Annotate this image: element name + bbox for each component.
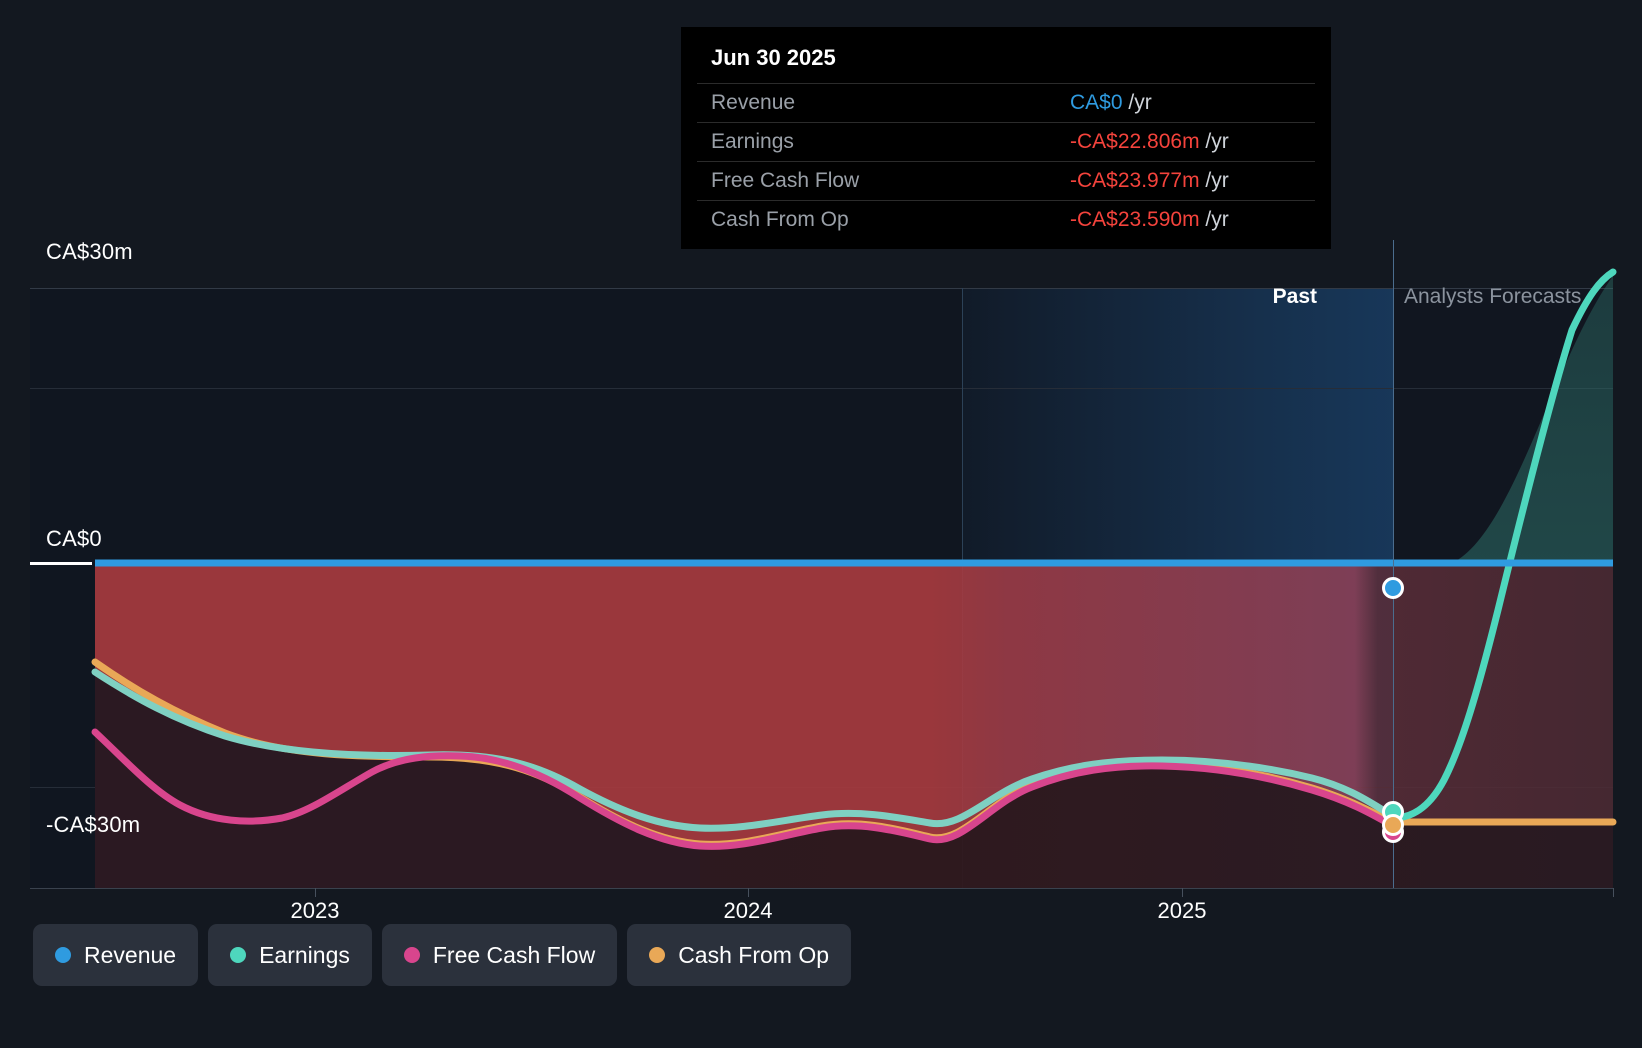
tooltip-row-value: -CA$23.977m /yr — [1056, 162, 1315, 201]
tooltip-row-value: CA$0 /yr — [1056, 84, 1315, 123]
tooltip-row-unit: /yr — [1199, 208, 1229, 231]
tooltip-row-unit: /yr — [1122, 91, 1152, 114]
legend-item-earnings[interactable]: Earnings — [208, 924, 372, 986]
legend-color-dot-icon — [55, 947, 71, 963]
y-axis-label-zero: CA$0 — [46, 526, 102, 551]
legend-item-label: Cash From Op — [678, 941, 830, 968]
marker-revenue[interactable] — [1382, 577, 1404, 599]
legend-color-dot-icon — [649, 947, 666, 963]
analysts-forecasts-label: Analysts Forecasts — [1404, 285, 1582, 308]
x-tick-2025 — [1182, 888, 1183, 897]
tooltip-row-amount: CA$0 — [1070, 91, 1123, 114]
x-axis-label-2025: 2025 — [1157, 898, 1207, 923]
zero-axis-stub — [30, 562, 92, 565]
x-axis-line — [30, 888, 1613, 889]
tooltip-row-label: Free Cash Flow — [711, 169, 860, 192]
legend-item-revenue[interactable]: Revenue — [33, 924, 199, 986]
y-axis-label-bottom: -CA$30m — [46, 812, 141, 837]
tooltip-row: Earnings -CA$22.806m /yr — [697, 122, 1315, 162]
past-forecast-divider — [1393, 240, 1394, 888]
tooltip-row: Free Cash Flow -CA$23.977m /yr — [697, 161, 1315, 201]
chart-legend: Revenue Earnings Free Cash Flow Cash From O… — [33, 924, 852, 986]
legend-color-dot-icon — [403, 947, 420, 963]
tooltip-row: Revenue CA$0 /yr — [697, 83, 1315, 123]
x-tick-end — [1613, 888, 1614, 897]
negative-area-fill — [95, 563, 1613, 888]
y-axis-label-top: CA$30m — [46, 239, 133, 264]
marker-cash-from-op[interactable] — [1382, 814, 1404, 836]
legend-color-dot-icon — [230, 947, 247, 963]
forecast-positive-area — [1452, 276, 1613, 563]
x-axis-label-2023: 2023 — [290, 898, 340, 923]
data-tooltip: Jun 30 2025 Revenue CA$0 /yr Earnings -CA$2… — [681, 27, 1331, 249]
tooltip-table: Revenue CA$0 /yr Earnings -CA$22.806m /yr Fr… — [697, 83, 1315, 239]
x-axis-label-2024: 2024 — [723, 898, 773, 923]
tooltip-row-amount: -CA$23.977m — [1070, 169, 1200, 192]
legend-item-label: Earnings — [259, 941, 350, 968]
series-line-earnings — [91, 668, 1397, 832]
x-tick-2023 — [315, 888, 316, 897]
tooltip-date: Jun 30 2025 — [711, 45, 836, 70]
tooltip-row: Cash From Op -CA$23.590m /yr — [697, 200, 1315, 240]
legend-item-label: Free Cash Flow — [432, 941, 596, 968]
tooltip-row-unit: /yr — [1199, 130, 1229, 153]
gridline-upper-minor — [30, 388, 1613, 389]
series-line-earnings-forecast — [1389, 268, 1617, 822]
tooltip-row-amount: -CA$23.590m — [1070, 208, 1200, 231]
tooltip-row-unit: /yr — [1199, 169, 1229, 192]
tooltip-row-value: -CA$23.590m /yr — [1056, 201, 1315, 240]
tooltip-row-label: Cash From Op — [711, 208, 849, 231]
past-period-label: Past — [1272, 285, 1317, 308]
legend-item-cash-from-op[interactable]: Cash From Op — [627, 924, 852, 986]
legend-item-free-cash-flow[interactable]: Free Cash Flow — [381, 924, 618, 986]
series-line-free-cash-flow — [91, 728, 1397, 850]
gridline-30m — [30, 288, 1613, 289]
tooltip-row-label: Earnings — [711, 130, 794, 153]
tooltip-row-label: Revenue — [711, 91, 796, 114]
tooltip-row-amount: -CA$22.806m — [1070, 130, 1200, 153]
x-tick-2024 — [748, 888, 749, 897]
legend-item-label: Revenue — [84, 941, 177, 968]
tooltip-row-value: -CA$22.806m /yr — [1056, 123, 1315, 162]
